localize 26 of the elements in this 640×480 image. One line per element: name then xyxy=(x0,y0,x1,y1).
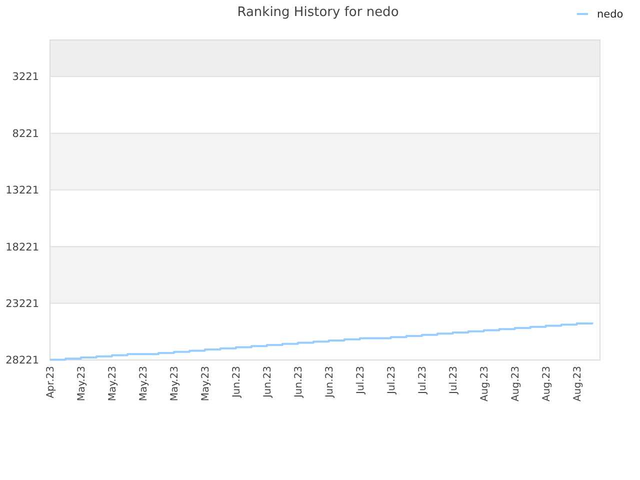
y-tick-label: 3221 xyxy=(12,71,39,84)
x-tick-label: Jul.23 xyxy=(386,366,398,395)
y-tick-label: 28221 xyxy=(6,354,39,367)
y-tick-label: 23221 xyxy=(6,298,39,310)
x-tick-label: Apr.23 xyxy=(46,366,56,398)
x-tick-label: May.23 xyxy=(138,366,150,402)
y-tick-label: 8221 xyxy=(12,128,39,140)
x-tick-label: Jun.23 xyxy=(262,366,274,399)
x-tick-label: Jul.23 xyxy=(417,366,428,395)
x-tick-label: Jul.23 xyxy=(355,366,366,395)
x-tick-label: Jun.23 xyxy=(231,366,242,399)
x-tick-label: May.23 xyxy=(200,366,212,402)
x-tick-label: Jun.23 xyxy=(293,366,304,399)
x-tick-label: Aug.23 xyxy=(479,366,490,402)
y-tick-label: 13221 xyxy=(6,184,39,197)
x-tick-label: May.23 xyxy=(107,366,118,402)
legend-label: nedo xyxy=(597,8,624,21)
x-tick-label: Jul.23 xyxy=(448,366,460,395)
x-tick-label: Jun.23 xyxy=(324,366,336,399)
x-tick-label: May.23 xyxy=(76,366,88,402)
x-tick-label: Aug.23 xyxy=(510,366,522,402)
chart-title: Ranking History for nedo xyxy=(237,5,399,20)
x-tick-label: Aug.23 xyxy=(541,366,552,402)
y-tick-label: 18221 xyxy=(6,241,39,254)
x-tick-label: Aug.23 xyxy=(572,366,584,402)
x-tick-label: May.23 xyxy=(169,366,180,402)
